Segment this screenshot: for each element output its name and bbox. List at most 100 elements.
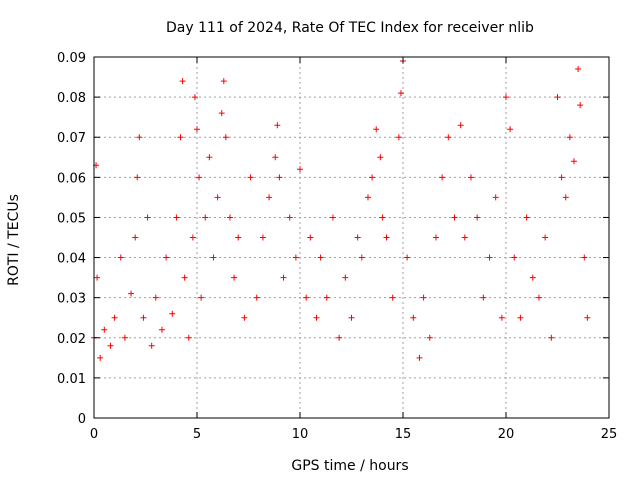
data-point — [136, 134, 143, 141]
data-point — [196, 174, 203, 181]
y-tick-label: 0.01 — [57, 372, 86, 387]
data-point — [404, 254, 411, 261]
x-tick-label: 10 — [292, 427, 309, 442]
data-point — [562, 194, 569, 201]
data-point — [276, 174, 283, 181]
data-point — [202, 214, 209, 221]
data-point — [117, 254, 124, 261]
x-tick-label: 20 — [498, 427, 515, 442]
data-point — [558, 174, 565, 181]
data-point — [575, 66, 582, 73]
data-point — [173, 214, 180, 221]
data-point — [439, 174, 446, 181]
y-tick-label: 0.09 — [57, 51, 86, 66]
data-point — [191, 94, 198, 101]
x-tick-label: 15 — [395, 427, 412, 442]
data-point — [358, 254, 365, 261]
data-point — [503, 94, 509, 101]
data-point — [144, 214, 151, 221]
data-point — [231, 274, 238, 281]
data-point — [416, 354, 423, 361]
data-point — [179, 78, 186, 85]
data-point — [185, 334, 192, 341]
data-point — [218, 110, 225, 117]
data-point — [511, 254, 518, 261]
data-point — [177, 134, 184, 141]
data-point — [369, 174, 376, 181]
data-point — [247, 174, 254, 181]
data-point — [121, 334, 128, 341]
data-point — [235, 234, 242, 241]
x-tick-label: 25 — [601, 427, 618, 442]
data-point — [292, 254, 299, 261]
data-point — [445, 134, 452, 141]
data-point — [581, 254, 588, 261]
data-point — [451, 214, 458, 221]
data-point — [329, 214, 336, 221]
data-point — [379, 214, 386, 221]
data-points — [91, 58, 591, 361]
data-point — [222, 134, 229, 141]
data-point — [303, 294, 310, 301]
data-point — [529, 274, 536, 281]
y-tick-label: 0 — [78, 412, 86, 427]
data-point — [480, 294, 487, 301]
data-point — [461, 234, 468, 241]
data-point — [410, 314, 417, 321]
axis-ticks: 0 5 10 15 20 25 0 0.01 0.02 0.03 0.04 0.05 0.06 0.07 0… — [57, 51, 617, 442]
data-point — [128, 290, 135, 297]
data-point — [274, 122, 281, 129]
y-tick-label: 0.07 — [57, 131, 86, 146]
plot-frame — [93, 56, 610, 419]
data-point — [297, 166, 303, 173]
data-point — [548, 334, 555, 341]
data-point — [492, 194, 499, 201]
data-point — [577, 102, 584, 109]
plot-grid — [93, 56, 610, 419]
data-point — [336, 334, 343, 341]
data-point — [348, 314, 355, 321]
data-point — [97, 354, 104, 361]
data-point — [158, 326, 165, 333]
x-tick-label: 0 — [90, 427, 98, 442]
data-point — [226, 214, 233, 221]
data-point — [220, 78, 227, 85]
data-point — [523, 214, 530, 221]
data-point — [148, 342, 155, 349]
data-point — [584, 314, 591, 321]
data-point — [566, 134, 573, 141]
data-point — [134, 174, 141, 181]
data-point — [517, 314, 524, 321]
data-point — [364, 194, 371, 201]
data-point — [389, 294, 396, 301]
data-point — [198, 294, 205, 301]
data-point — [107, 342, 114, 349]
data-point — [101, 326, 108, 333]
y-tick-label: 0.03 — [57, 292, 86, 307]
data-point — [535, 294, 542, 301]
data-point — [323, 294, 330, 301]
x-axis-title: GPS time / hours — [291, 458, 408, 474]
data-point — [395, 134, 402, 141]
data-point — [307, 234, 314, 241]
data-point — [286, 214, 293, 221]
y-axis-title: ROTI / TECUs — [6, 194, 22, 286]
data-point — [507, 126, 514, 133]
data-point — [354, 234, 361, 241]
data-point — [474, 214, 481, 221]
data-point — [420, 294, 427, 301]
data-point — [317, 254, 324, 261]
data-point — [373, 126, 380, 133]
data-point — [397, 90, 404, 97]
chart-title: Day 111 of 2024, Rate Of TEC Index for r… — [166, 20, 534, 36]
data-point — [457, 122, 464, 129]
data-point — [206, 154, 213, 161]
data-point — [432, 234, 439, 241]
data-point — [210, 254, 217, 261]
y-tick-label: 0.05 — [57, 211, 86, 226]
data-point — [554, 94, 561, 101]
x-tick-label: 5 — [193, 427, 201, 442]
data-point — [94, 274, 101, 281]
data-point — [280, 274, 287, 281]
data-point — [189, 234, 196, 241]
